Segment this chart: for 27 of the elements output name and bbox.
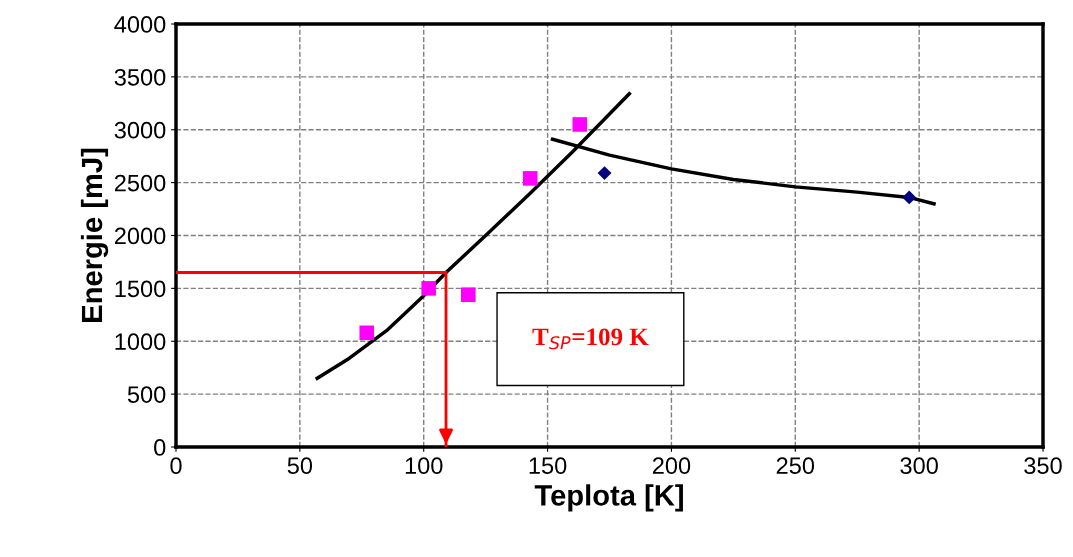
y-tick-label: 0 <box>154 439 166 456</box>
x-tick-label: 50 <box>287 457 313 475</box>
y-tick-label: 4000 <box>114 16 166 33</box>
x-tick-label: 150 <box>529 457 567 475</box>
y-tick-label: 2000 <box>114 227 166 245</box>
point <box>359 325 375 341</box>
x-tick-label: 350 <box>1024 457 1062 475</box>
y-axis-title: Energie [mJ] <box>80 148 109 322</box>
y-tick-label: 3000 <box>114 121 166 139</box>
point <box>421 281 436 296</box>
point <box>461 287 476 302</box>
point <box>597 166 612 181</box>
x-tick-label: 100 <box>405 457 443 475</box>
point <box>572 117 588 132</box>
y-tick-label: 1000 <box>115 333 166 351</box>
x-tick-label: 200 <box>652 457 691 475</box>
point <box>522 171 538 186</box>
y-tick-label: 2500 <box>114 174 166 192</box>
y-tick-label: 3500 <box>114 68 166 86</box>
x-tick-label: 0 <box>170 457 182 475</box>
x-tick-label: 250 <box>776 457 815 475</box>
y-tick-label: 1500 <box>115 280 166 298</box>
x-axis-title: Teplota [K] <box>534 484 683 512</box>
x-tick-label: 300 <box>900 457 938 475</box>
y-tick-label: 500 <box>127 386 166 403</box>
point <box>902 190 917 205</box>
annotation: T$_{SP}$=109 K <box>532 328 649 350</box>
